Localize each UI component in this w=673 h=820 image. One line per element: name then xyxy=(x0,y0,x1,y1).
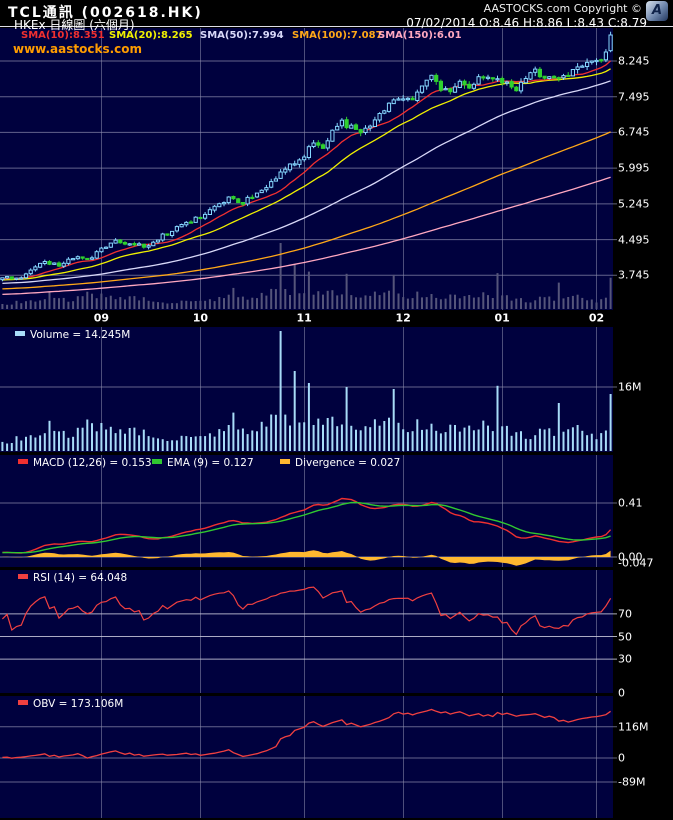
obv-legend-marker-icon xyxy=(18,700,28,705)
macd-legend: MACD (12,26) = 0.153 xyxy=(18,457,152,469)
obv-legend: OBV = 173.106M xyxy=(18,698,123,710)
y-axis-label-obv: -89M xyxy=(618,775,646,789)
y-axis-label-price: 3.745 xyxy=(618,268,650,282)
page-title: TCL通訊 (002618.HK) xyxy=(8,5,203,21)
x-axis-label-month: 01 xyxy=(494,311,510,325)
y-axis-label-price: 8.245 xyxy=(618,54,650,68)
sma50-legend: SMA(50):7.994 xyxy=(200,30,284,41)
y-axis-label-obv: 0 xyxy=(618,751,625,765)
copyright-text: AASTOCKS.com Copyright © xyxy=(483,2,642,15)
macd-legend-marker-icon xyxy=(18,459,28,464)
header-divider xyxy=(0,26,673,27)
date-ohlc-readout: 07/02/2014 O:8.46 H:8.86 L:8.43 C:8.79 xyxy=(406,16,647,30)
chart-subtitle: HKEx 日線圖 (六個月) xyxy=(14,18,135,32)
sma10-legend: SMA(10):8.351 xyxy=(21,30,105,41)
y-axis-label-obv: 116M xyxy=(618,720,649,734)
y-axis-label-macd: -0.047 xyxy=(618,556,654,570)
y-axis-label-price: 5.245 xyxy=(618,197,650,211)
volume-legend-marker-icon xyxy=(15,331,25,336)
obv-legend-label: OBV = 173.106M xyxy=(33,698,124,710)
y-axis-label-price: 4.495 xyxy=(618,233,650,247)
sma150-legend: SMA(150):6.01 xyxy=(378,30,462,41)
x-axis-label-month: 02 xyxy=(588,311,605,325)
y-axis-label-price: 6.745 xyxy=(618,125,650,139)
x-axis-label-month: 10 xyxy=(192,311,209,325)
rsi-legend: RSI (14) = 64.048 xyxy=(18,572,127,584)
x-axis-label-month: 12 xyxy=(395,311,411,325)
aastocks-logo-icon: A xyxy=(646,1,668,21)
y-axis-label-macd: 0.41 xyxy=(618,496,643,510)
sma100-legend: SMA(100):7.087 xyxy=(292,30,383,41)
ema-legend-label: EMA (9) = 0.127 xyxy=(167,457,254,469)
y-axis-label-rsi: 70 xyxy=(618,607,632,621)
x-axis-label-month: 11 xyxy=(296,311,312,325)
ema-legend: EMA (9) = 0.127 xyxy=(152,457,254,469)
y-axis-label-volume: 16M xyxy=(618,380,642,394)
divergence-legend: Divergence = 0.027 xyxy=(280,457,400,469)
sma20-legend: SMA(20):8.265 xyxy=(109,30,193,41)
y-axis-label-price: 7.495 xyxy=(618,90,650,104)
rsi-legend-marker-icon xyxy=(18,574,28,579)
volume-legend: Volume = 14.245M xyxy=(15,329,130,341)
aastocks-watermark: www.aastocks.com xyxy=(13,42,143,56)
y-axis-label-price: 5.995 xyxy=(618,161,650,175)
y-axis-label-rsi: 30 xyxy=(618,652,632,666)
macd-legend-label: MACD (12,26) = 0.153 xyxy=(33,457,152,469)
y-axis-label-macd: 0.00 xyxy=(618,550,643,564)
y-axis-label-rsi: 0 xyxy=(618,686,625,700)
ema-legend-marker-icon xyxy=(152,459,162,464)
y-axis-label-rsi: 50 xyxy=(618,630,632,643)
x-axis-label-month: 09 xyxy=(93,311,110,325)
divergence-legend-label: Divergence = 0.027 xyxy=(295,457,401,469)
rsi-legend-label: RSI (14) = 64.048 xyxy=(33,572,128,584)
divergence-legend-marker-icon xyxy=(280,459,290,464)
volume-legend-label: Volume = 14.245M xyxy=(30,329,131,341)
